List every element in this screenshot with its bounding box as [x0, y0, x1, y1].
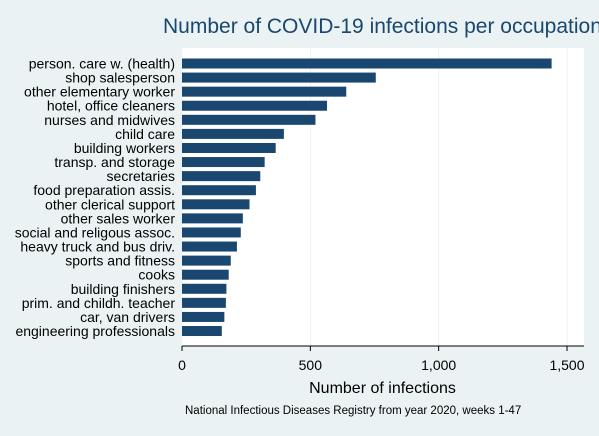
bars — [182, 58, 552, 337]
category-label: heavy truck and bus driv. — [20, 239, 175, 255]
category-label: building finishers — [71, 281, 175, 297]
chart-title: Number of COVID-19 infections per occupa… — [163, 15, 599, 38]
bar — [182, 72, 376, 83]
bar — [182, 227, 241, 238]
category-label: other clerical support — [45, 196, 175, 212]
category-label: prim. and childh. teacher — [22, 295, 176, 311]
category-label: hotel, office cleaners — [47, 98, 175, 114]
category-label: car, van drivers — [80, 309, 175, 325]
category-label: other elementary worker — [24, 84, 175, 100]
category-label: building workers — [74, 140, 175, 156]
bar — [182, 157, 265, 168]
category-label: other sales worker — [61, 210, 176, 226]
bar — [182, 185, 256, 196]
x-tick-label: 1,000 — [421, 357, 456, 373]
bar — [182, 142, 276, 153]
bar — [182, 297, 226, 308]
grid-lines — [309, 48, 568, 346]
bar — [182, 171, 261, 182]
category-label: transp. and storage — [54, 154, 175, 170]
bar — [182, 241, 237, 252]
bar — [182, 213, 243, 224]
bar — [182, 128, 284, 139]
category-label: social and religous assoc. — [15, 224, 175, 240]
x-axis-title: Number of infections — [309, 380, 456, 397]
bar — [182, 86, 347, 97]
bar — [182, 269, 229, 280]
bar — [182, 326, 222, 337]
category-label: person. care w. (health) — [29, 56, 175, 72]
bar — [182, 283, 227, 294]
bar — [182, 199, 250, 210]
bar — [182, 311, 225, 322]
category-label: nurses and midwives — [44, 112, 175, 128]
category-label: engineering professionals — [15, 323, 175, 339]
category-label: secretaries — [107, 168, 175, 184]
bar — [182, 255, 231, 266]
bar — [182, 100, 328, 111]
bar — [182, 114, 316, 125]
category-label: shop salesperson — [65, 70, 175, 86]
category-label: child care — [115, 126, 175, 142]
x-axis-ticks: 0 500 1,000 1,500 — [178, 346, 585, 373]
category-label: food preparation assis. — [33, 182, 175, 198]
x-tick-label: 0 — [178, 357, 186, 373]
bar — [182, 58, 552, 69]
plot-area — [182, 48, 584, 346]
category-label: sports and fitness — [65, 253, 175, 269]
category-labels: person. care w. (health)shop salesperson… — [15, 56, 176, 340]
chart-note: National Infectious Diseases Registry fr… — [185, 405, 522, 417]
category-label: cooks — [138, 267, 175, 283]
x-tick-label: 1,500 — [549, 357, 584, 373]
x-tick-label: 500 — [299, 357, 323, 373]
